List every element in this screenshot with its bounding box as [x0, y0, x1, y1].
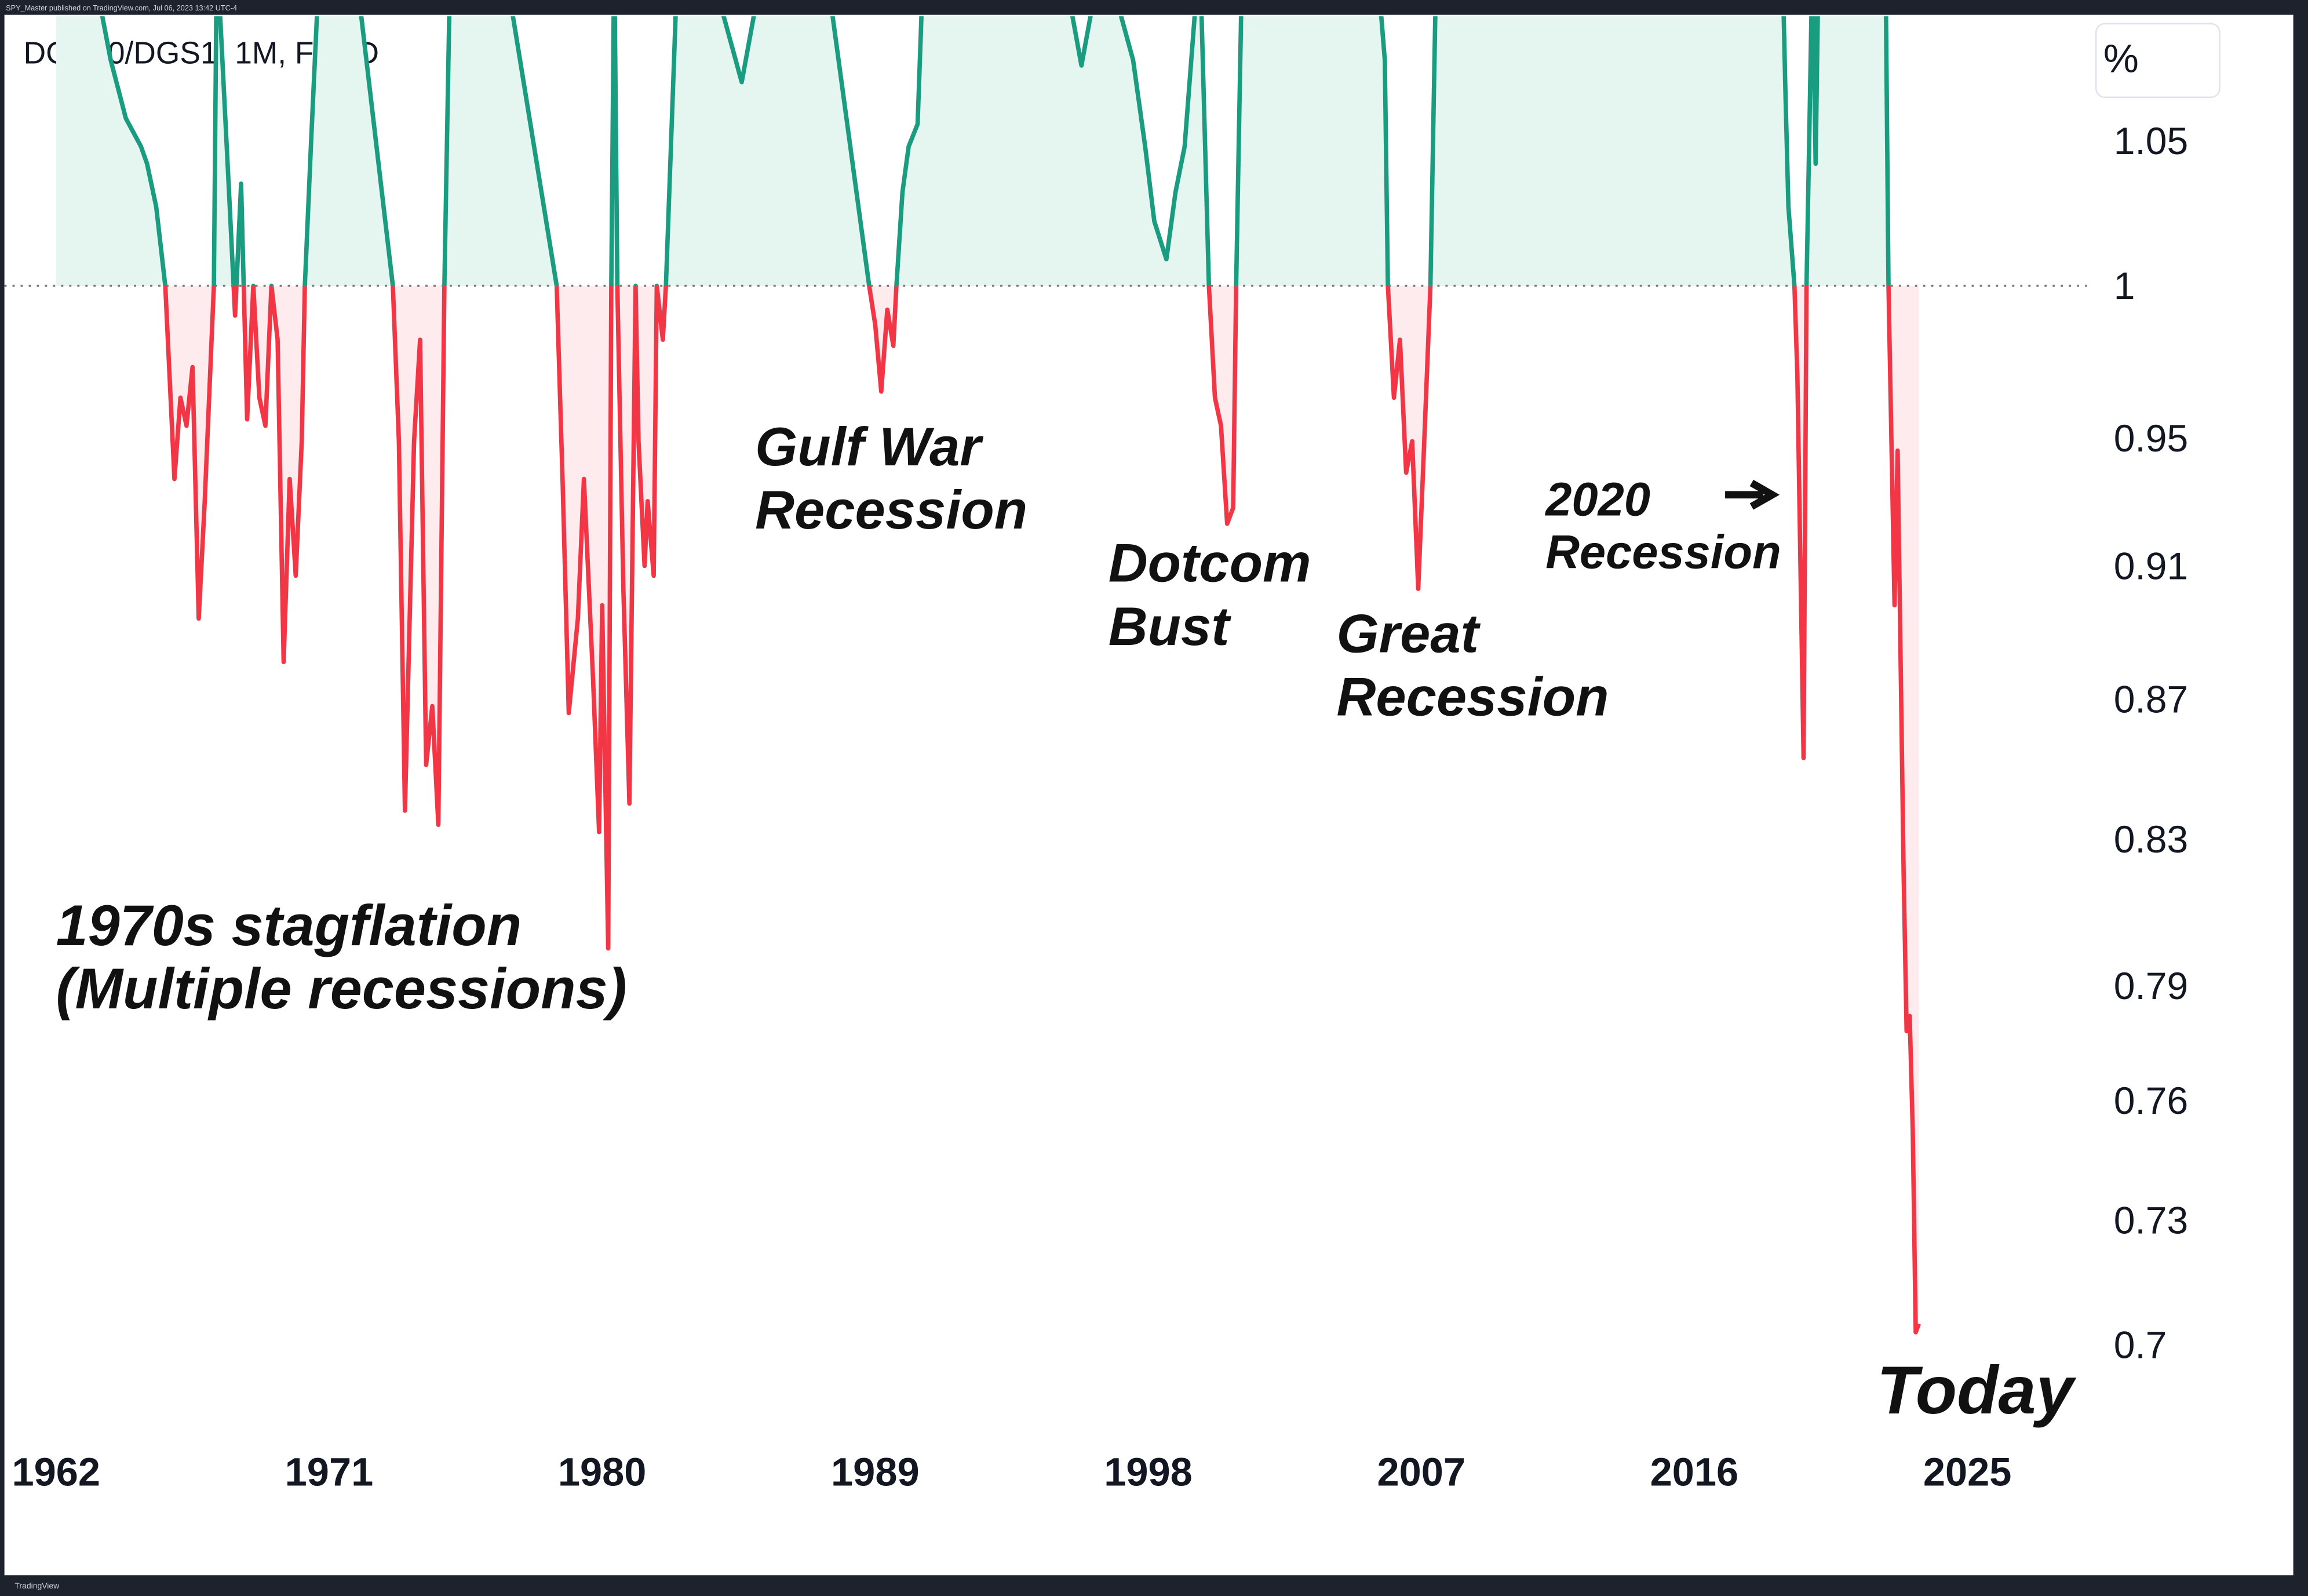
annotation: Bust: [1109, 596, 1232, 657]
footer-text: TradingView: [14, 1581, 60, 1590]
unit-box: [2095, 23, 2221, 99]
y-tick-label: 0.7: [2114, 1324, 2167, 1367]
x-tick-label: 2016: [1650, 1449, 1739, 1494]
y-tick-label: 0.83: [2114, 818, 2189, 861]
annotation: Great: [1336, 603, 1481, 664]
data-line: [100, 16, 1921, 1335]
plot: [56, 16, 1921, 1335]
annotation: 1970s stagflation: [56, 893, 522, 957]
y-tick-label: 1.05: [2114, 119, 2189, 162]
annotation: Gulf War: [755, 416, 983, 477]
y-tick-label: 0.79: [2114, 964, 2189, 1007]
x-tick-label: 1989: [831, 1449, 920, 1494]
annotation-arrow: [1725, 479, 1780, 510]
annotation: Recession: [1336, 666, 1609, 727]
x-tick-label: 1998: [1104, 1449, 1193, 1494]
x-tick-label: 2007: [1377, 1449, 1465, 1494]
unit-label: %: [2103, 37, 2139, 81]
annotation: Recession: [1545, 526, 1781, 579]
y-tick-label: 0.91: [2114, 544, 2189, 587]
y-tick-label: 0.95: [2114, 417, 2189, 460]
x-tick-label: 2025: [1923, 1449, 2012, 1494]
y-tick-label: 0.73: [2114, 1199, 2189, 1242]
x-tick-label: 1971: [285, 1449, 374, 1494]
y-tick-label: 0.76: [2114, 1079, 2189, 1122]
baseline-area: [56, 16, 1919, 1332]
x-tick-label: 1980: [558, 1449, 647, 1494]
annotation: Dotcom: [1109, 533, 1311, 593]
y-tick-label: 1: [2114, 264, 2135, 307]
header-text: SPY_Master published on TradingView.com,…: [6, 4, 237, 12]
annotation: (Multiple recessions): [56, 956, 627, 1021]
annotation: Recession: [755, 479, 1027, 540]
y-tick-label: 0.87: [2114, 678, 2189, 721]
x-tick-label: 1962: [12, 1449, 100, 1494]
annotation: Today: [1877, 1352, 2077, 1428]
annotation: 2020: [1544, 473, 1650, 526]
